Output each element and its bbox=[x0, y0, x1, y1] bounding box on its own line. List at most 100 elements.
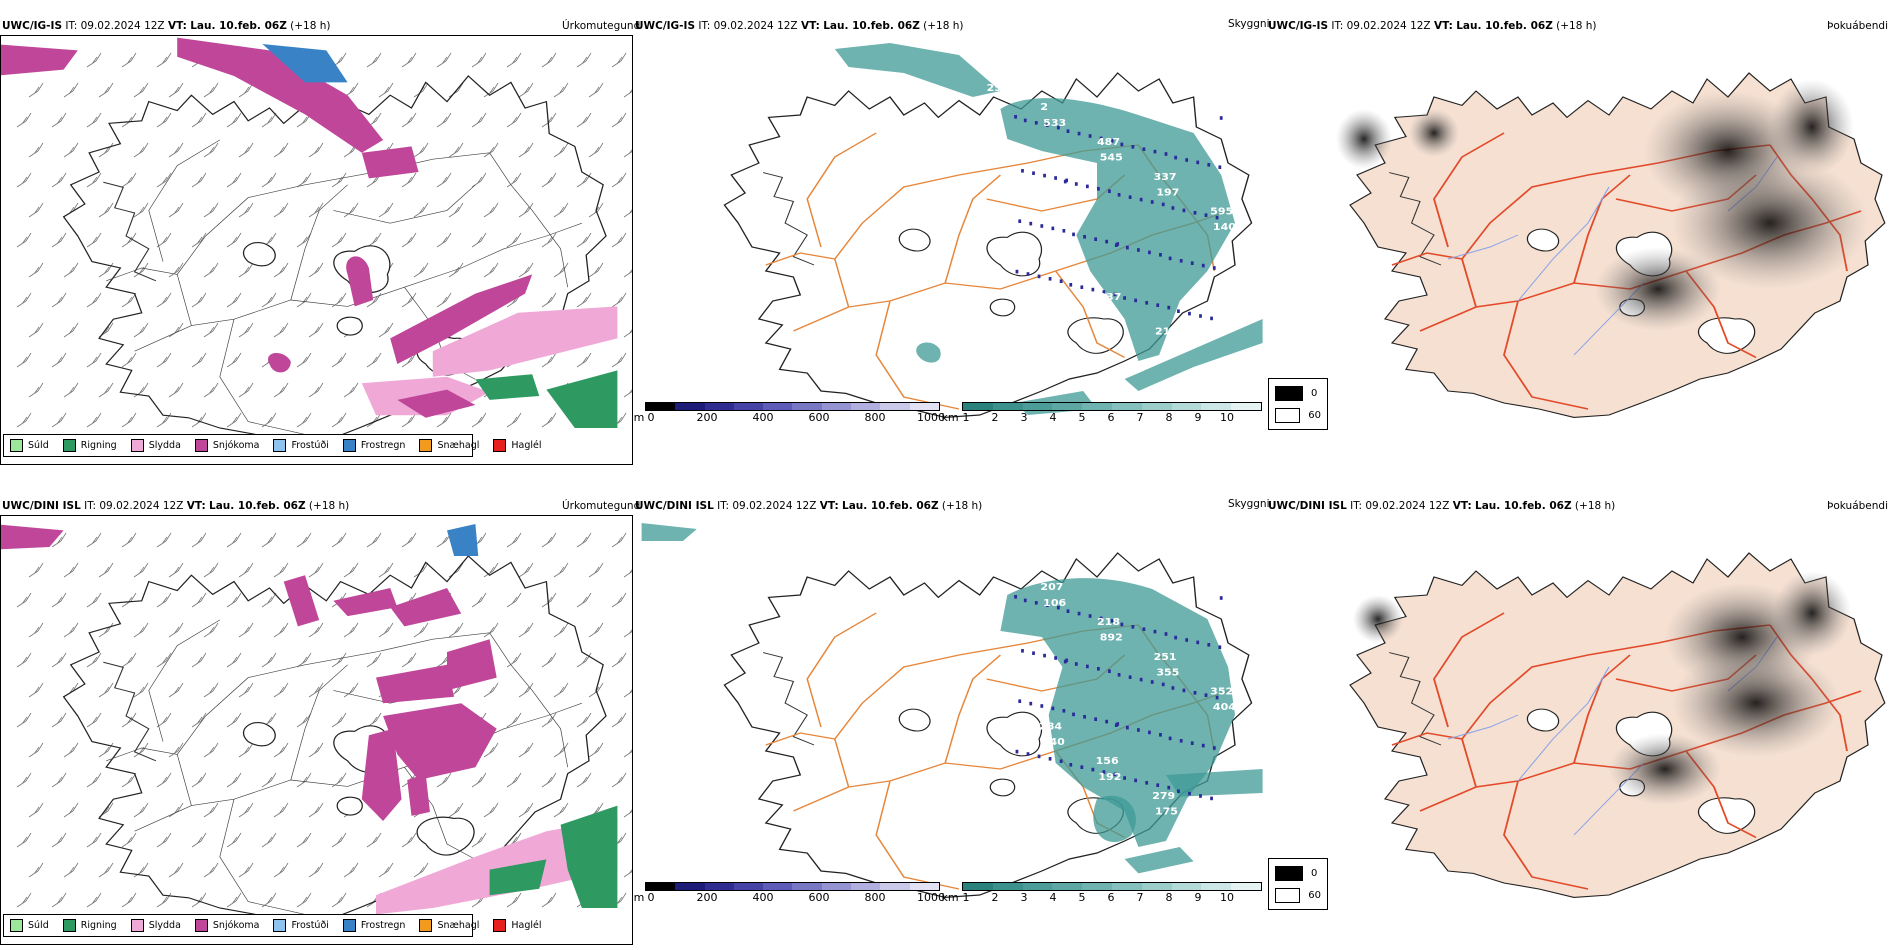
ceiling-tick: 400 bbox=[752, 411, 774, 424]
precip-type-map: Súld Rigning Slydda Snjókoma Frostúði Frostre… bbox=[0, 35, 633, 465]
ceiling-value: 197 bbox=[1156, 187, 1179, 198]
glacier-outline bbox=[1067, 317, 1124, 354]
ceiling-value: 337 bbox=[1154, 171, 1177, 182]
precip-area-slydda bbox=[376, 818, 618, 915]
ceiling-value: 404 bbox=[1213, 702, 1236, 713]
precip-area-snjokoma bbox=[361, 728, 402, 821]
iceland-coastline bbox=[62, 75, 607, 444]
ceiling-value: 253 bbox=[987, 83, 1010, 94]
low-ceiling-speckles bbox=[1014, 595, 1223, 801]
glacier-outline bbox=[986, 711, 1042, 757]
low-visibility-area bbox=[1093, 795, 1136, 843]
visibility-tick: 1 bbox=[962, 891, 970, 904]
fog-shading bbox=[1408, 109, 1460, 157]
visibility-tick: 9 bbox=[1194, 891, 1202, 904]
panel-header: UWC/IG-IS IT: 09.02.2024 12Z VT: Lau. 10… bbox=[635, 20, 964, 32]
road-line bbox=[806, 132, 877, 248]
legend-item: Snjókoma bbox=[194, 919, 260, 932]
precip-area-rigning bbox=[546, 370, 618, 428]
glacier-outline bbox=[336, 796, 363, 816]
legend-swatch bbox=[273, 919, 287, 932]
visibility-tick: 9 bbox=[1194, 411, 1202, 424]
precip-area-snjokoma bbox=[177, 37, 384, 153]
legend-label: Súld bbox=[28, 920, 49, 931]
legend-item: Frostúði bbox=[273, 439, 329, 452]
legend-item: Rigning bbox=[62, 439, 117, 452]
legend-label: Snæhagl bbox=[437, 920, 480, 931]
fog-shading bbox=[1595, 247, 1721, 331]
fog-legend-swatch bbox=[1275, 386, 1303, 401]
visibility-tick: 10 bbox=[1220, 891, 1234, 904]
ceiling-value-labels: 253 533 545 197 140 101 337 21 537 2 487 337 595 bbox=[987, 83, 1236, 373]
visibility-tick: 7 bbox=[1136, 891, 1144, 904]
fog-legend-swatch bbox=[1275, 888, 1301, 903]
precip-area-rigning bbox=[475, 374, 540, 400]
fog-shading bbox=[1336, 109, 1392, 169]
legend-label: Súld bbox=[28, 440, 49, 451]
precip-area-snjokoma bbox=[390, 274, 533, 364]
ceiling-tick: 1000 bbox=[917, 891, 945, 904]
low-visibility-area bbox=[1166, 769, 1263, 797]
precip-area-snjokoma bbox=[1, 44, 78, 76]
legend-label: Snjókoma bbox=[212, 920, 260, 931]
legend-item: Slydda bbox=[130, 439, 181, 452]
ceiling-value: 192 bbox=[1098, 771, 1121, 782]
legend-swatch bbox=[493, 439, 507, 452]
road-line bbox=[875, 300, 960, 410]
road-line bbox=[1433, 612, 1505, 728]
legend-label: Frostúði bbox=[291, 440, 329, 451]
legend-label: Snjókoma bbox=[212, 440, 260, 451]
ceiling-visibility-map: 253 533 545 197 140 101 337 21 537 2 487 337 595 bbox=[723, 43, 1263, 419]
fog-shading bbox=[1672, 649, 1840, 757]
legend-item: Frostregn bbox=[342, 439, 406, 452]
road-line bbox=[944, 174, 1001, 284]
legend-swatch bbox=[10, 439, 23, 452]
road-line bbox=[489, 152, 569, 288]
ceiling-colorbar: m 0 200 400 600 800 1000 bbox=[634, 882, 945, 905]
road-line bbox=[1054, 270, 1125, 358]
fog-legend-label: 60 bbox=[1308, 410, 1321, 421]
ceiling-value: 218 bbox=[1097, 617, 1120, 628]
legend-item: Frostúði bbox=[273, 919, 329, 932]
road-line bbox=[1391, 732, 1463, 746]
ceiling-tick: 800 bbox=[864, 891, 886, 904]
legend-label: Rigning bbox=[80, 920, 117, 931]
fog-index-legend: 0 60 bbox=[1268, 858, 1328, 910]
visibility-tick: 10 bbox=[1220, 411, 1234, 424]
fog-index-title: Þokuábendi bbox=[1827, 500, 1888, 512]
ceiling-value: 106 bbox=[1043, 597, 1066, 608]
ceiling-value: 279 bbox=[1152, 791, 1175, 802]
ceiling-tick: 200 bbox=[696, 411, 718, 424]
legend-swatch bbox=[273, 439, 287, 452]
ceiling-value: 21 bbox=[1155, 326, 1170, 337]
precip-area-snjokoma bbox=[407, 773, 430, 816]
road-line bbox=[290, 664, 348, 781]
fog-index-map bbox=[1349, 552, 1886, 898]
legend-item: Súld bbox=[10, 919, 49, 932]
road-line bbox=[875, 780, 960, 890]
visibility-tick: 5 bbox=[1078, 891, 1086, 904]
legend-item: Snæhagl bbox=[419, 919, 479, 932]
legend-label: Snæhagl bbox=[437, 440, 480, 451]
low-visibility-area bbox=[641, 523, 697, 541]
glacier-outline bbox=[242, 241, 276, 267]
ceiling-value: 595 bbox=[1210, 206, 1233, 217]
precip-area-snjokoma bbox=[346, 256, 374, 307]
visibility-title: Skyggni bbox=[1228, 498, 1270, 510]
low-ceiling-speckles bbox=[1014, 115, 1223, 321]
ceiling-value: 533 bbox=[1043, 117, 1066, 128]
fog-legend-row: 60 bbox=[1275, 408, 1321, 423]
road-line bbox=[176, 152, 490, 326]
legend-label: Slydda bbox=[148, 440, 181, 451]
glacier-outline bbox=[336, 316, 363, 336]
precip-type-title: Úrkomutegund bbox=[562, 500, 641, 512]
precip-area-snjokoma bbox=[361, 146, 419, 179]
visibility-tick: 3 bbox=[1020, 891, 1028, 904]
ceiling-value: 352 bbox=[1210, 686, 1233, 697]
precip-area-slydda bbox=[432, 306, 618, 377]
panel-header: UWC/DINI ISL IT: 09.02.2024 12Z VT: Lau.… bbox=[635, 500, 983, 512]
ceiling-value: 207 bbox=[1040, 582, 1063, 593]
legend-label: Frostregn bbox=[360, 440, 406, 451]
legend-item: Frostregn bbox=[342, 919, 405, 932]
legend-label: Haglél bbox=[511, 440, 542, 451]
